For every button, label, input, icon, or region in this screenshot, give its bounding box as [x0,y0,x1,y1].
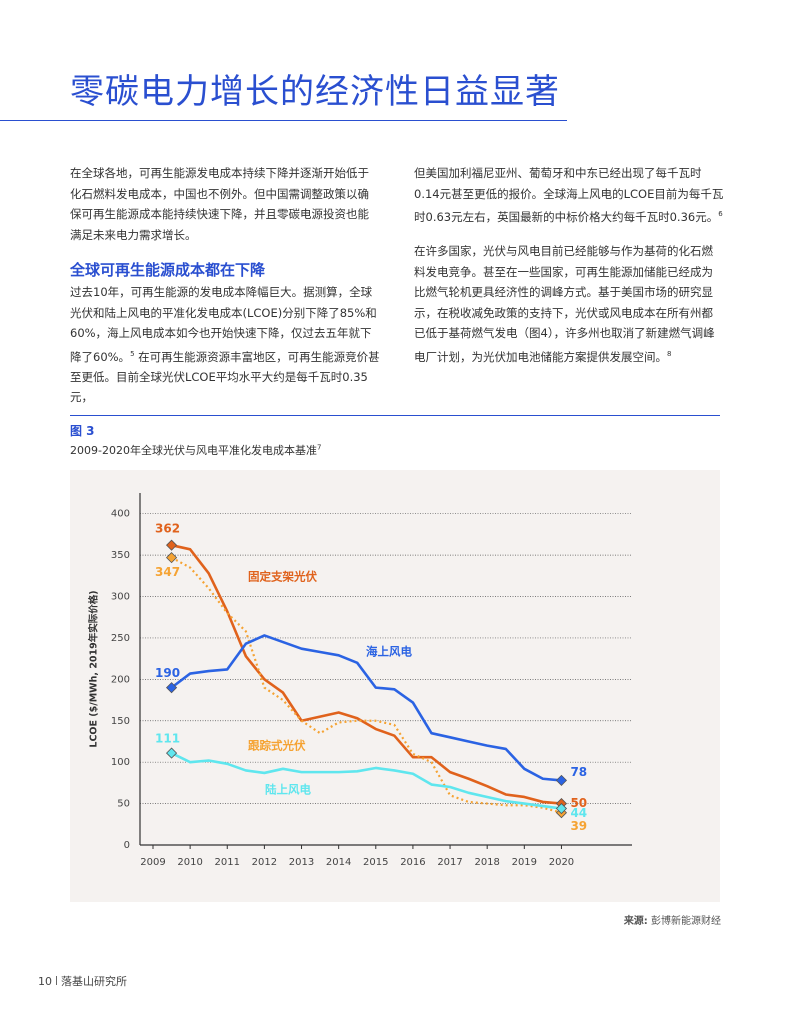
footnote-ref: 5 [130,349,135,358]
x-tick-label: 2020 [549,857,574,868]
x-tick-label: 2013 [289,857,314,868]
y-tick-label: 200 [111,674,130,685]
series-label: 跟踪式光伏 [248,739,306,753]
y-tick-label: 350 [111,550,130,561]
paragraph: 在全球各地，可再生能源发电成本持续下降并逐渐开始低于化石燃料发电成本，中国也不例… [70,166,369,242]
x-tick-label: 2012 [252,857,277,868]
x-tick-label: 2011 [215,857,240,868]
y-tick-label: 400 [111,509,130,520]
y-tick-label: 300 [111,592,130,603]
series-label: 固定支架光伏 [248,570,317,584]
paragraph: 在许多国家，光伏与风电目前已经能够与作为基荷的化石燃料发电竞争。甚至在一些国家，… [414,241,724,367]
y-tick-label: 100 [111,757,130,768]
x-tick-label: 2019 [512,857,537,868]
footnote-ref: 6 [718,210,723,218]
point-marker [555,774,568,786]
point-marker [165,552,178,564]
series-label: 陆上风电 [265,783,311,797]
text-run: 但美国加利福尼亚州、葡萄牙和中东已经出现了每千瓦时0.14元甚至更低的报价。全球… [414,166,724,224]
text-run: 过去10年，可再生能源的发电成本降幅巨大。据测算，全球光伏和陆上风电的平准化发电… [70,285,377,364]
series-line [171,556,562,814]
page-title: 零碳电力增长的经济性日益显著 [70,72,560,112]
figure-caption: 2009-2020年全球光伏与风电平准化发电成本基准7 [70,442,321,458]
source-label: 来源: [623,916,648,927]
value-label: 190 [155,666,180,680]
figure-source: 来源: 彭博新能源财经 [624,912,721,927]
y-tick-label: 250 [111,633,130,644]
title-rule [0,120,567,121]
caption-text: 2009-2020年全球光伏与风电平准化发电成本基准 [70,444,317,457]
x-tick-label: 2018 [474,857,499,868]
point-marker [165,682,178,694]
series-line [171,543,562,805]
separator [56,976,57,985]
figure-rule [70,415,720,416]
paragraph: 但美国加利福尼亚州、葡萄牙和中东已经出现了每千瓦时0.14元甚至更低的报价。全球… [414,163,724,227]
right-column: 但美国加利福尼亚州、葡萄牙和中东已经出现了每千瓦时0.14元甚至更低的报价。全球… [414,163,724,367]
value-label: 78 [570,765,587,779]
value-label: 44 [570,806,587,820]
footnote-ref: 7 [316,443,322,452]
x-tick-label: 2009 [140,857,165,868]
series-line [170,634,562,782]
y-tick-label: 50 [117,799,130,810]
point-marker [165,747,178,759]
x-tick-label: 2014 [326,857,351,868]
point-marker [555,802,568,815]
figure-label: 图 3 [70,424,95,438]
value-label: 362 [155,522,180,536]
org-name: 落基山研究所 [61,975,127,988]
chart: LCOE ($/MWh, 2019年实际价格) 0 50 100 150 200 250 3… [70,470,720,902]
value-label: 347 [155,565,180,579]
x-tick-label: 2017 [437,857,462,868]
y-tick-label: 0 [124,840,130,851]
footer: 10 落基山研究所 [38,973,127,989]
y-axis-label: LCOE ($/MWh, 2019年实际价格) [88,590,100,747]
value-label: 111 [155,732,180,746]
x-tick-label: 2016 [400,857,425,868]
series-label: 海上风电 [366,645,412,659]
footnote-ref: 8 [667,349,672,358]
text-run: 在许多国家，光伏与风电目前已经能够与作为基荷的化石燃料发电竞争。甚至在一些国家，… [414,244,715,364]
section-heading: 全球可再生能源成本都在下降 [70,261,266,279]
point-marker [165,539,178,551]
y-tick-label: 150 [111,716,130,727]
x-tick-label: 2015 [363,857,388,868]
value-label: 39 [570,819,587,833]
page-number: 10 [38,975,52,988]
series-line [170,751,562,810]
x-tick-label: 2010 [177,857,202,868]
left-column: 在全球各地，可再生能源发电成本持续下降并逐渐开始低于化石燃料发电成本，中国也不例… [70,163,380,408]
paragraph: 过去10年，可再生能源的发电成本降幅巨大。据测算，全球光伏和陆上风电的平准化发电… [70,282,380,408]
source-text: 彭博新能源财经 [651,916,721,927]
text-run: 在可再生能源资源丰富地区，可再生能源竞价甚至更低。目前全球光伏LCOE平均水平大… [70,349,380,405]
value-label: 50 [570,796,587,810]
